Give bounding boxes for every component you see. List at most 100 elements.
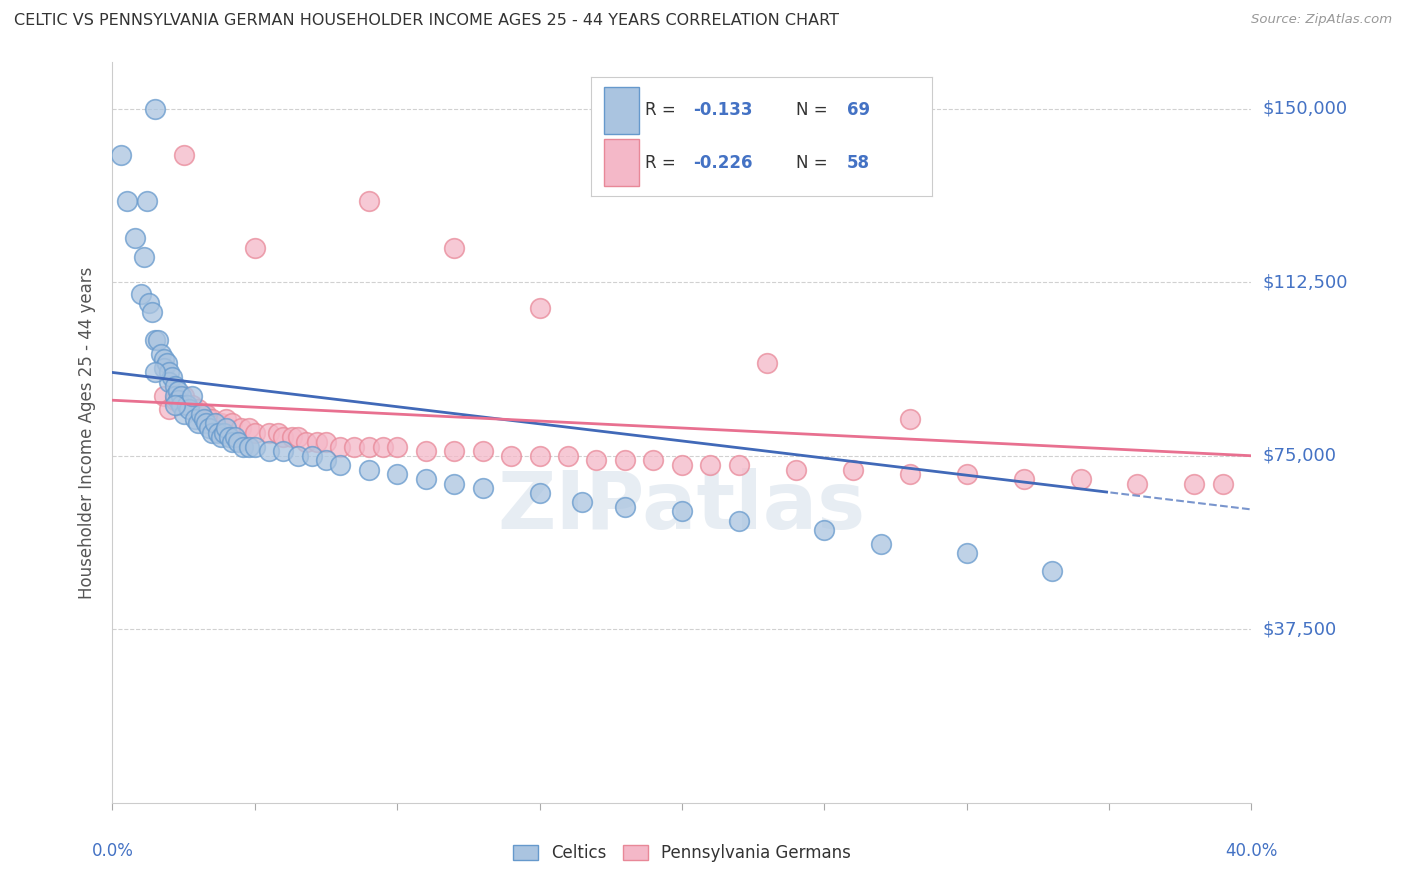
- Point: [152, 388, 174, 402]
- Point: [357, 194, 380, 209]
- Point: [207, 425, 229, 440]
- Point: [170, 398, 193, 412]
- Point: [315, 453, 337, 467]
- Point: [281, 430, 304, 444]
- Point: [162, 370, 184, 384]
- Point: [898, 411, 921, 425]
- Point: [207, 417, 229, 431]
- Text: Source: ZipAtlas.com: Source: ZipAtlas.com: [1251, 13, 1392, 27]
- Point: [165, 393, 187, 408]
- Point: [181, 398, 204, 412]
- Point: [357, 462, 380, 476]
- Point: [266, 425, 288, 440]
- Point: [159, 375, 180, 389]
- Point: [243, 240, 266, 255]
- Point: [198, 411, 221, 425]
- Point: [343, 440, 366, 454]
- Point: [149, 347, 172, 361]
- Point: [671, 458, 693, 472]
- Point: [1212, 476, 1234, 491]
- Point: [209, 417, 232, 431]
- Point: [529, 449, 551, 463]
- Point: [870, 536, 893, 550]
- Y-axis label: Householder Income Ages 25 - 44 years: Householder Income Ages 25 - 44 years: [77, 267, 96, 599]
- Point: [243, 440, 266, 454]
- Point: [287, 430, 309, 444]
- Point: [159, 402, 180, 417]
- Point: [728, 514, 751, 528]
- Text: $75,000: $75,000: [1263, 447, 1337, 465]
- Point: [135, 194, 157, 209]
- Point: [238, 421, 260, 435]
- Point: [173, 388, 195, 402]
- Text: $37,500: $37,500: [1263, 620, 1337, 639]
- Point: [956, 467, 979, 482]
- Point: [529, 485, 551, 500]
- Point: [613, 453, 636, 467]
- Point: [415, 444, 437, 458]
- Point: [501, 449, 523, 463]
- Point: [841, 462, 863, 476]
- Point: [785, 462, 807, 476]
- Point: [271, 430, 295, 444]
- Point: [329, 458, 352, 472]
- Point: [898, 467, 921, 482]
- Point: [173, 407, 195, 421]
- Point: [443, 444, 465, 458]
- Point: [146, 333, 169, 347]
- Point: [699, 458, 721, 472]
- Point: [529, 301, 551, 315]
- Text: $150,000: $150,000: [1263, 100, 1347, 118]
- Point: [193, 407, 215, 421]
- Point: [218, 430, 240, 444]
- Point: [385, 467, 409, 482]
- Point: [167, 393, 190, 408]
- Point: [143, 102, 166, 116]
- Point: [471, 444, 494, 458]
- Point: [129, 286, 152, 301]
- Point: [1069, 472, 1091, 486]
- Point: [195, 407, 218, 421]
- Text: 40.0%: 40.0%: [1225, 842, 1278, 860]
- Point: [170, 388, 193, 402]
- Point: [1012, 472, 1035, 486]
- Point: [415, 472, 437, 486]
- Point: [238, 440, 260, 454]
- Point: [204, 417, 226, 431]
- Point: [141, 305, 163, 319]
- Point: [209, 430, 232, 444]
- Point: [193, 411, 215, 425]
- Point: [173, 148, 195, 162]
- Point: [1126, 476, 1149, 491]
- Point: [201, 425, 224, 440]
- Point: [385, 440, 409, 454]
- Point: [1184, 476, 1206, 491]
- Point: [179, 402, 201, 417]
- Text: 0.0%: 0.0%: [91, 842, 134, 860]
- Point: [329, 440, 352, 454]
- Point: [443, 476, 465, 491]
- Point: [143, 333, 166, 347]
- Point: [159, 366, 180, 380]
- Point: [181, 388, 204, 402]
- Point: [184, 411, 207, 425]
- Point: [728, 458, 751, 472]
- Point: [198, 421, 221, 435]
- Point: [215, 421, 238, 435]
- Point: [232, 440, 254, 454]
- Point: [201, 411, 224, 425]
- Point: [152, 351, 174, 366]
- Legend: Celtics, Pennsylvania Germans: Celtics, Pennsylvania Germans: [506, 838, 858, 869]
- Point: [187, 417, 209, 431]
- Text: ZIPatlas: ZIPatlas: [498, 467, 866, 546]
- Point: [115, 194, 138, 209]
- Point: [585, 453, 607, 467]
- Point: [215, 411, 238, 425]
- Point: [221, 417, 243, 431]
- Point: [287, 449, 309, 463]
- Point: [132, 250, 155, 264]
- Point: [190, 407, 212, 421]
- Point: [187, 402, 209, 417]
- Point: [756, 356, 779, 370]
- Point: [613, 500, 636, 514]
